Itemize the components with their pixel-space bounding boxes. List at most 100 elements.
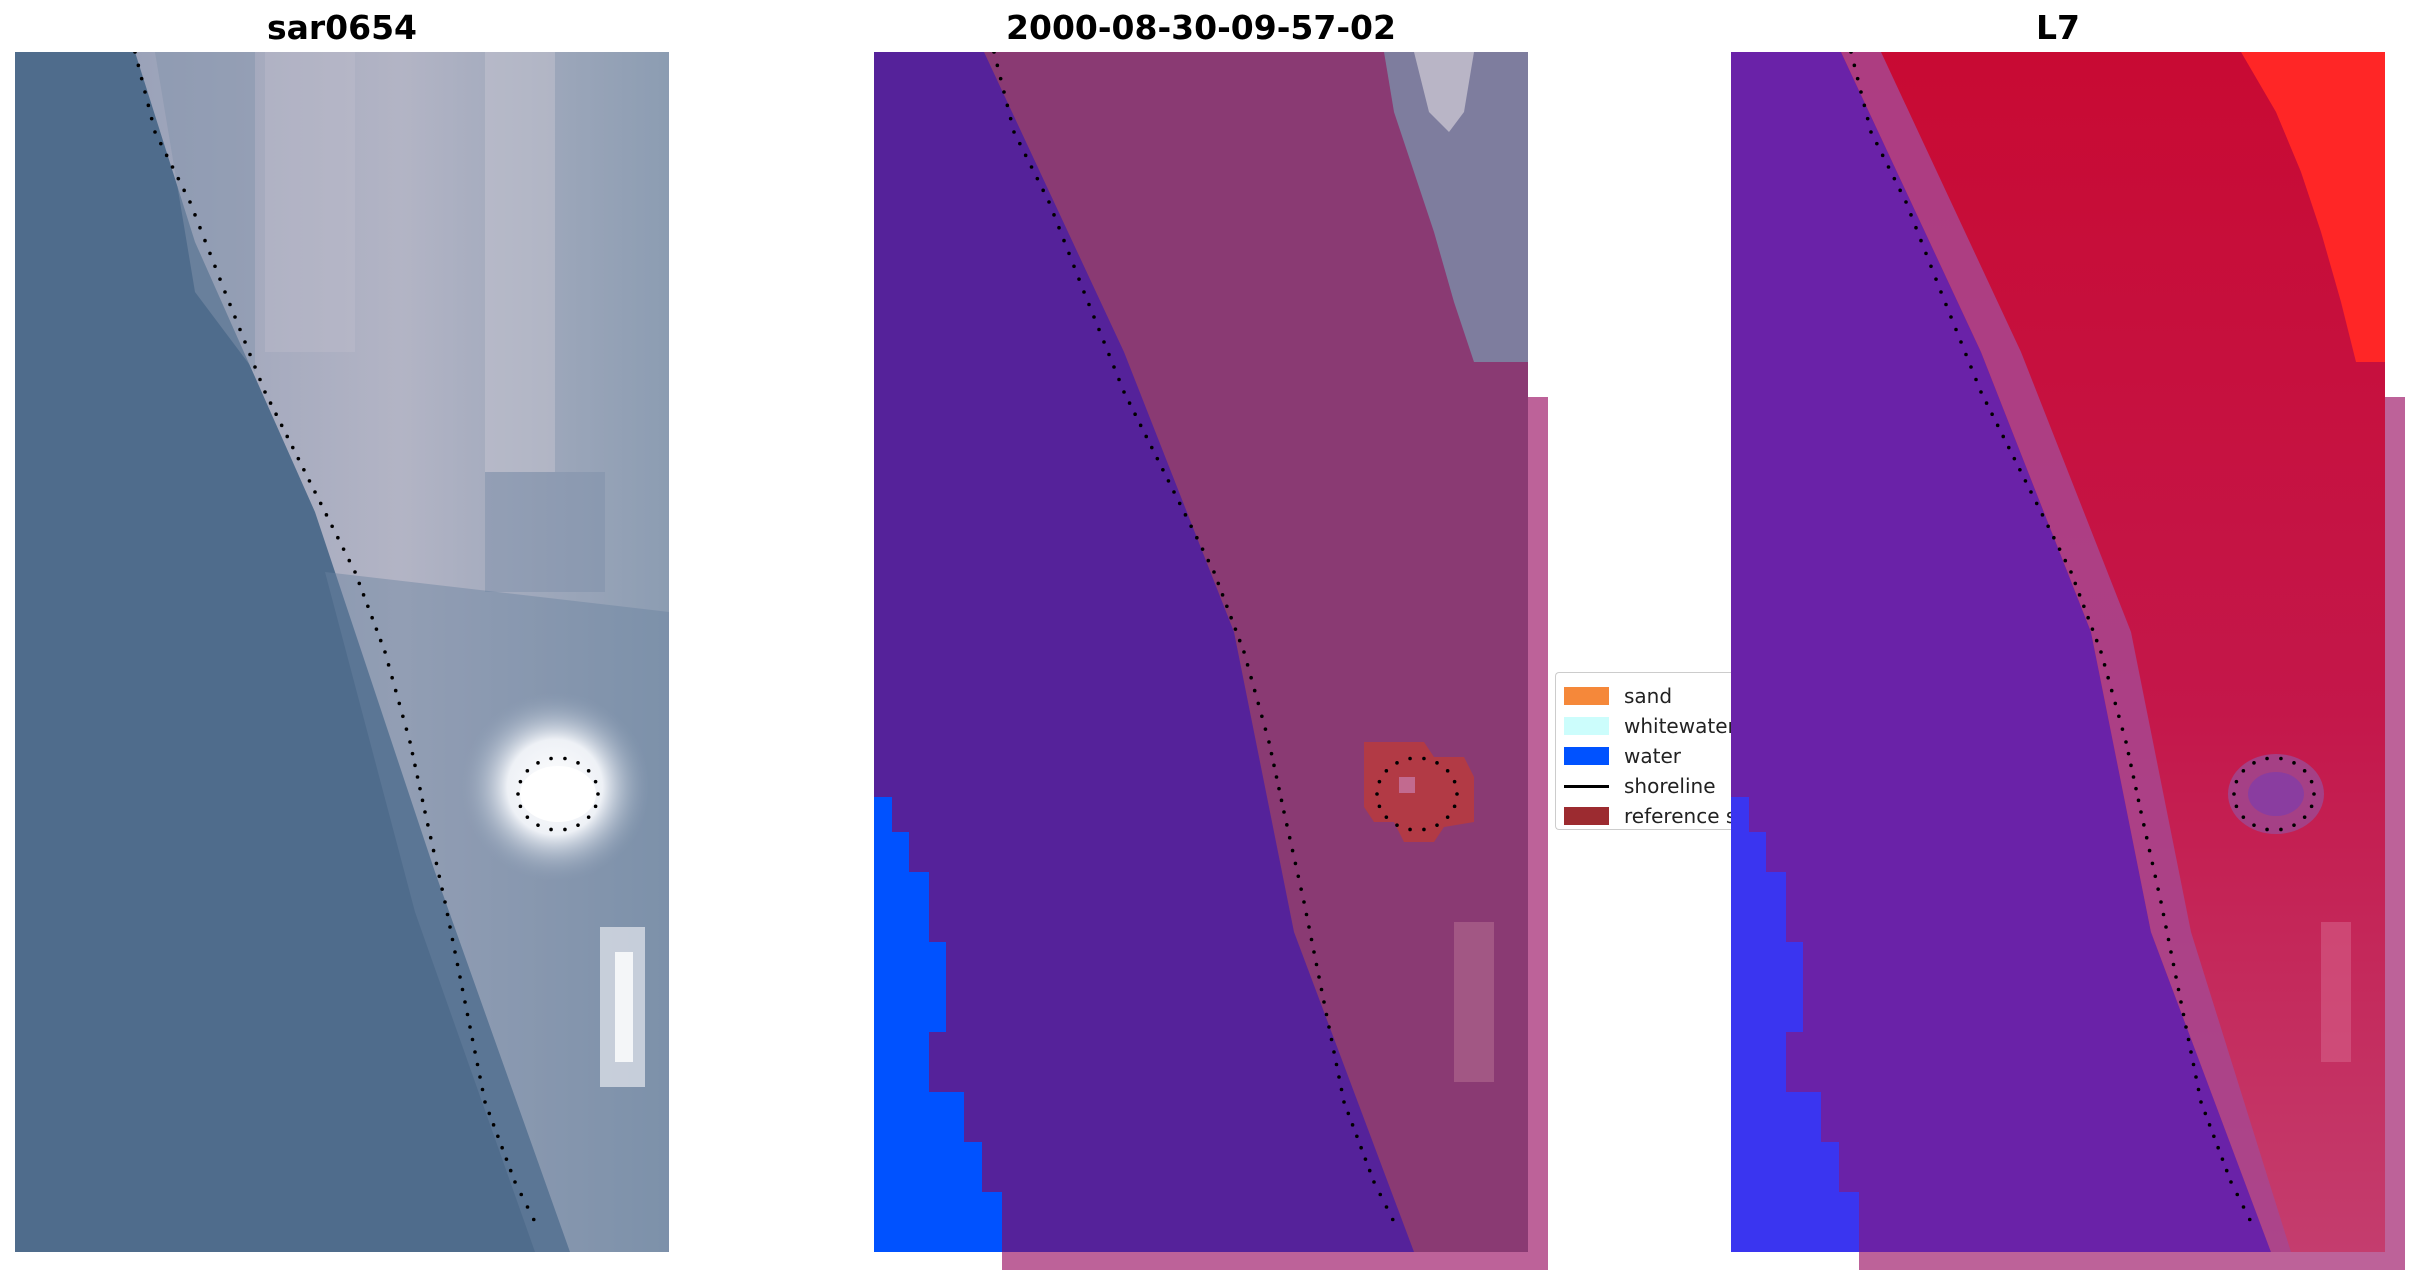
legend-label: whitewater xyxy=(1624,714,1731,738)
shoreline-dot xyxy=(2184,1025,2188,1029)
shoreline-dot xyxy=(401,714,405,719)
shoreline-dot xyxy=(1329,1037,1334,1042)
reference-dot xyxy=(536,823,540,827)
shoreline-dot xyxy=(2120,727,2125,731)
shoreline-dot xyxy=(2186,1037,2191,1042)
reference-dot xyxy=(593,804,598,809)
shoreline-dot xyxy=(1087,302,1091,307)
shoreline-dot xyxy=(390,675,394,680)
reference-dot xyxy=(2279,756,2283,761)
shoreline-dot xyxy=(1102,340,1106,344)
legend-label: sand xyxy=(1624,684,1673,708)
shoreline-dot xyxy=(475,1062,480,1067)
shoreline-dot xyxy=(290,445,295,450)
shoreline-dot xyxy=(2117,714,2121,719)
reference-dot xyxy=(2234,804,2239,809)
shoreline-dot xyxy=(1350,1123,1355,1127)
shoreline-dot xyxy=(1929,264,1933,269)
shoreline-dot xyxy=(2029,490,2033,494)
shoreline-dot xyxy=(2153,874,2158,879)
shoreline-dot xyxy=(413,763,417,768)
shoreline-dot xyxy=(1062,238,1066,243)
shoreline-dot xyxy=(1285,823,1289,827)
shoreline-dot xyxy=(378,638,383,643)
reference-dot xyxy=(2232,792,2236,796)
shoreline-dot xyxy=(1990,412,1994,417)
legend-item-water: water xyxy=(1564,743,1731,769)
panel-title-classification: 2000-08-30-09-57-02 xyxy=(1006,8,1396,47)
shoreline-dot xyxy=(1097,327,1101,332)
shoreline-dot xyxy=(1898,188,1902,193)
shoreline-dot xyxy=(279,423,284,428)
shoreline-dot xyxy=(1319,987,1324,992)
shoreline-dot xyxy=(1155,456,1160,461)
shoreline-dot xyxy=(1256,701,1261,706)
shoreline-dot xyxy=(149,116,154,121)
reference-dot xyxy=(1375,792,1379,796)
shoreline-dot xyxy=(2106,675,2110,680)
shoreline-dot xyxy=(1954,327,1958,332)
shoreline-dot xyxy=(2124,740,2128,744)
shoreline-dot xyxy=(1304,912,1309,917)
reference-dot xyxy=(593,779,598,784)
shoreline-dot xyxy=(458,975,462,979)
shoreline-dot xyxy=(1984,401,1989,405)
shoreline-dot xyxy=(164,153,169,158)
shoreline-dot xyxy=(455,962,460,967)
shoreline-dot xyxy=(1082,290,1086,294)
shoreline-dot xyxy=(1233,627,1238,631)
shoreline-dot xyxy=(1355,1134,1359,1139)
shoreline-dot xyxy=(1012,130,1016,134)
reference-dot xyxy=(586,815,591,819)
shoreline-dot xyxy=(1296,874,1301,879)
shoreline-dot xyxy=(253,365,257,369)
shoreline-dot xyxy=(1934,277,1938,281)
shoreline-dot xyxy=(1363,1157,1368,1161)
index-panel[interactable] xyxy=(1731,52,2405,1270)
rgb-image-panel[interactable] xyxy=(15,52,669,1252)
shoreline-dot xyxy=(2164,925,2168,929)
shoreline-dot xyxy=(440,887,444,891)
reference-dot xyxy=(2302,769,2307,773)
shoreline-dot xyxy=(463,1000,467,1004)
shoreline-dot xyxy=(2199,1100,2203,1104)
shoreline-dot xyxy=(1287,835,1292,840)
shoreline-dot xyxy=(1252,688,1257,693)
shoreline-dot xyxy=(2207,1123,2212,1127)
classification-panel[interactable] xyxy=(874,52,1548,1270)
shoreline-dots xyxy=(133,52,536,1222)
reference-dot xyxy=(2309,779,2314,784)
shoreline-dot xyxy=(208,251,212,256)
shoreline-dot xyxy=(2235,1192,2240,1197)
reference-dot xyxy=(2265,756,2269,761)
shoreline-dot xyxy=(2169,950,2173,954)
shoreline-dot xyxy=(193,213,197,217)
shoreline-dot xyxy=(1052,213,1056,217)
shoreline-dot xyxy=(1189,524,1193,529)
shoreline-dot xyxy=(2150,861,2155,866)
shoreline-dot xyxy=(2241,1205,2246,1209)
reference-dot xyxy=(2234,779,2239,784)
shoreline-dot xyxy=(1057,225,1061,230)
shoreline-dot xyxy=(153,130,157,134)
shoreline-dot xyxy=(1279,798,1284,803)
shoreline-dot xyxy=(1852,63,1857,68)
shoreline-dot xyxy=(2082,604,2086,609)
shoreline-dot xyxy=(1880,153,1885,158)
reference-dot xyxy=(549,827,553,832)
shoreline-dot xyxy=(146,103,151,108)
shoreline-dot xyxy=(2203,1111,2208,1116)
reference-dot xyxy=(2252,761,2256,765)
reference-dot xyxy=(1445,815,1450,819)
legend-item-shoreline: shoreline xyxy=(1564,773,1731,799)
shoreline-dot xyxy=(1969,365,1973,369)
shoreline-dot xyxy=(1299,887,1303,891)
shoreline-dot xyxy=(1909,213,1913,217)
shoreline-dot xyxy=(2216,1145,2220,1150)
shoreline-dot xyxy=(1245,663,1250,667)
shoreline-dot xyxy=(2126,751,2131,756)
shoreline-dot xyxy=(1886,165,1891,169)
reference-dot xyxy=(576,823,580,827)
shoreline-dot xyxy=(2102,663,2107,667)
shoreline-dot xyxy=(1272,763,1276,768)
